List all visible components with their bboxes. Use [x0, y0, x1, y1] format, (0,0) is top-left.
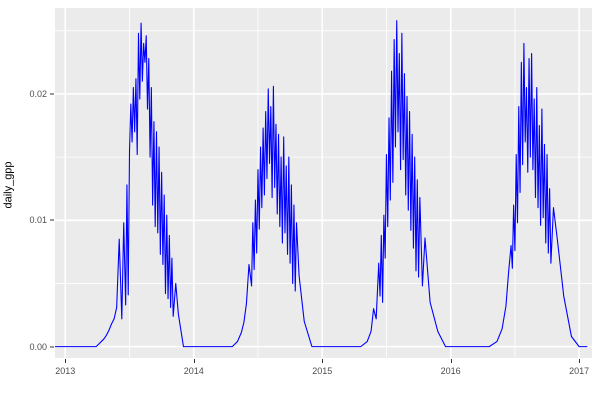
x-tick-mark: [65, 359, 67, 363]
major-gridlines-vertical: [64, 8, 580, 358]
x-tick-label: 2013: [55, 366, 76, 376]
plot-panel: [55, 8, 592, 358]
minor-gridlines-horizontal: [55, 30, 592, 284]
x-tick-mark: [193, 359, 195, 363]
plot-area: [55, 8, 592, 358]
y-tick-mark: [50, 93, 54, 95]
x-tick-label: 2017: [569, 366, 590, 376]
y-axis-ticks: 0.00 0.01 0.02: [0, 0, 54, 400]
y-tick-mark: [50, 219, 54, 221]
x-tick-mark: [450, 359, 452, 363]
x-tick-mark: [579, 359, 581, 363]
x-tick-label: 2014: [183, 366, 204, 376]
y-tick-mark: [50, 346, 54, 348]
x-tick-label: 2016: [440, 366, 461, 376]
x-tick-mark: [322, 359, 324, 363]
x-tick-label: 2015: [312, 366, 333, 376]
data-series-line: [55, 20, 588, 348]
y-tick-label: 0.01: [29, 215, 47, 226]
y-tick-label: 0.02: [29, 88, 47, 99]
y-tick-label: 0.00: [29, 341, 47, 352]
